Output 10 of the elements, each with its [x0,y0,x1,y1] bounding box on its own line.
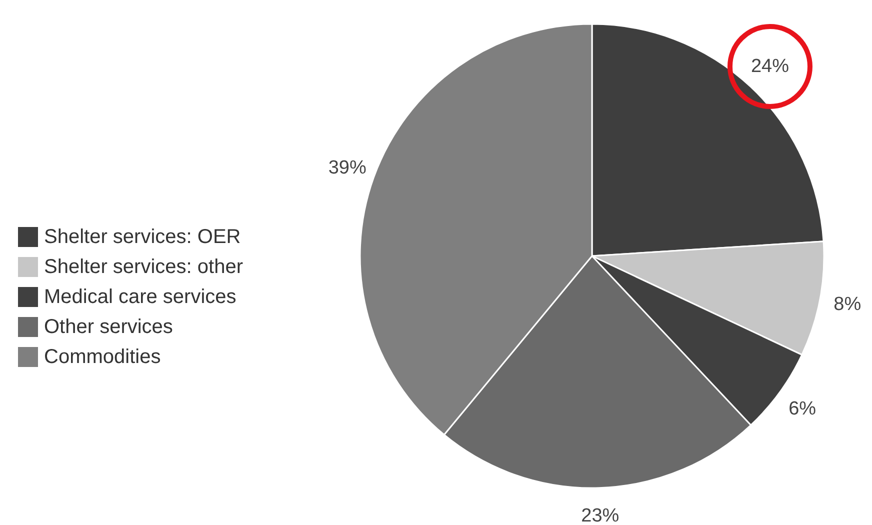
data-label: 6% [788,398,816,420]
legend-label: Shelter services: other [44,256,244,278]
legend-label: Shelter services: OER [44,226,241,248]
legend-label: Other services [44,316,173,338]
legend-label: Medical care services [44,286,236,308]
data-label: 24% [750,56,790,77]
legend-label: Commodities [44,346,161,368]
data-label: 8% [834,294,862,316]
data-label: 39% [328,157,366,178]
data-label: 23% [581,505,620,525]
